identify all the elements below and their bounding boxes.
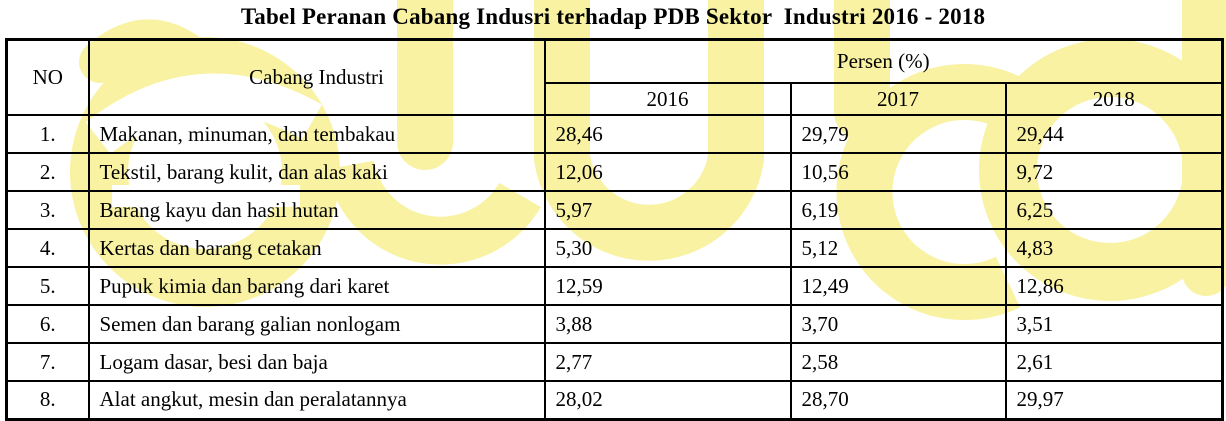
column-header-industry: Cabang Industri <box>87 38 546 116</box>
table-row: 6. Semen dan barang galian nonlogam 3,88… <box>5 304 1224 344</box>
value-2017: 6,19 <box>789 190 1007 230</box>
value-2018: 29,97 <box>1004 380 1224 420</box>
industry-name: Semen dan barang galian nonlogam <box>87 304 546 344</box>
value-2017: 2,58 <box>789 342 1007 382</box>
value-2017: 28,70 <box>789 380 1007 420</box>
row-number: 8. <box>5 380 90 420</box>
column-header-no: NO <box>5 38 90 116</box>
value-2018: 6,25 <box>1004 190 1224 230</box>
table-header-row-2: 2016 2017 2018 <box>7 82 1224 116</box>
value-2017: 5,12 <box>789 228 1007 268</box>
value-2016: 12,06 <box>543 152 792 192</box>
column-header-year-2018: 2018 <box>1004 82 1224 116</box>
value-2018: 29,44 <box>1004 114 1224 154</box>
value-2018: 3,51 <box>1004 304 1224 344</box>
row-number: 1. <box>5 114 90 154</box>
table-row: 2. Tekstil, barang kulit, dan alas kaki … <box>5 152 1224 192</box>
row-number: 6. <box>5 304 90 344</box>
table-row: 3. Barang kayu dan hasil hutan 5,97 6,19… <box>5 190 1224 230</box>
industry-name: Tekstil, barang kulit, dan alas kaki <box>87 152 546 192</box>
column-header-percent-group: Persen (%) <box>543 38 1224 84</box>
table-row: 8. Alat angkut, mesin dan peralatannya 2… <box>5 380 1224 420</box>
value-2016: 2,77 <box>543 342 792 382</box>
industry-name: Logam dasar, besi dan baja <box>87 342 546 382</box>
column-header-year-2017: 2017 <box>789 82 1007 116</box>
value-2016: 12,59 <box>543 266 792 306</box>
value-2016: 28,02 <box>543 380 792 420</box>
value-2016: 5,97 <box>543 190 792 230</box>
industry-share-table: NO Cabang Industri Persen (%) 2016 2017 … <box>5 38 1224 421</box>
value-2016: 28,46 <box>543 114 792 154</box>
value-2017: 10,56 <box>789 152 1007 192</box>
value-2017: 3,70 <box>789 304 1007 344</box>
row-number: 7. <box>5 342 90 382</box>
value-2018: 4,83 <box>1004 228 1224 268</box>
value-2017: 29,79 <box>789 114 1007 154</box>
row-number: 2. <box>5 152 90 192</box>
row-number: 4. <box>5 228 90 268</box>
table-row: 5. Pupuk kimia dan barang dari karet 12,… <box>5 266 1224 306</box>
table-row: 7. Logam dasar, besi dan baja 2,77 2,58 … <box>5 342 1224 382</box>
value-2018: 2,61 <box>1004 342 1224 382</box>
value-2017: 12,49 <box>789 266 1007 306</box>
table-row: 4. Kertas dan barang cetakan 5,30 5,12 4… <box>5 228 1224 268</box>
column-header-year-2016: 2016 <box>543 82 792 116</box>
row-number: 3. <box>5 190 90 230</box>
value-2018: 9,72 <box>1004 152 1224 192</box>
industry-name: Pupuk kimia dan barang dari karet <box>87 266 546 306</box>
value-2018: 12,86 <box>1004 266 1224 306</box>
industry-name: Alat angkut, mesin dan peralatannya <box>87 380 546 420</box>
industry-name: Kertas dan barang cetakan <box>87 228 546 268</box>
page-title: Tabel Peranan Cabang Indusri terhadap PD… <box>240 4 986 29</box>
value-2016: 3,88 <box>543 304 792 344</box>
table-row: 1. Makanan, minuman, dan tembakau 28,46 … <box>5 114 1224 154</box>
value-2016: 5,30 <box>543 228 792 268</box>
industry-name: Makanan, minuman, dan tembakau <box>87 114 546 154</box>
table-header-row-1: NO Cabang Industri Persen (%) <box>5 38 1224 116</box>
industry-name: Barang kayu dan hasil hutan <box>87 190 546 230</box>
row-number: 5. <box>5 266 90 306</box>
